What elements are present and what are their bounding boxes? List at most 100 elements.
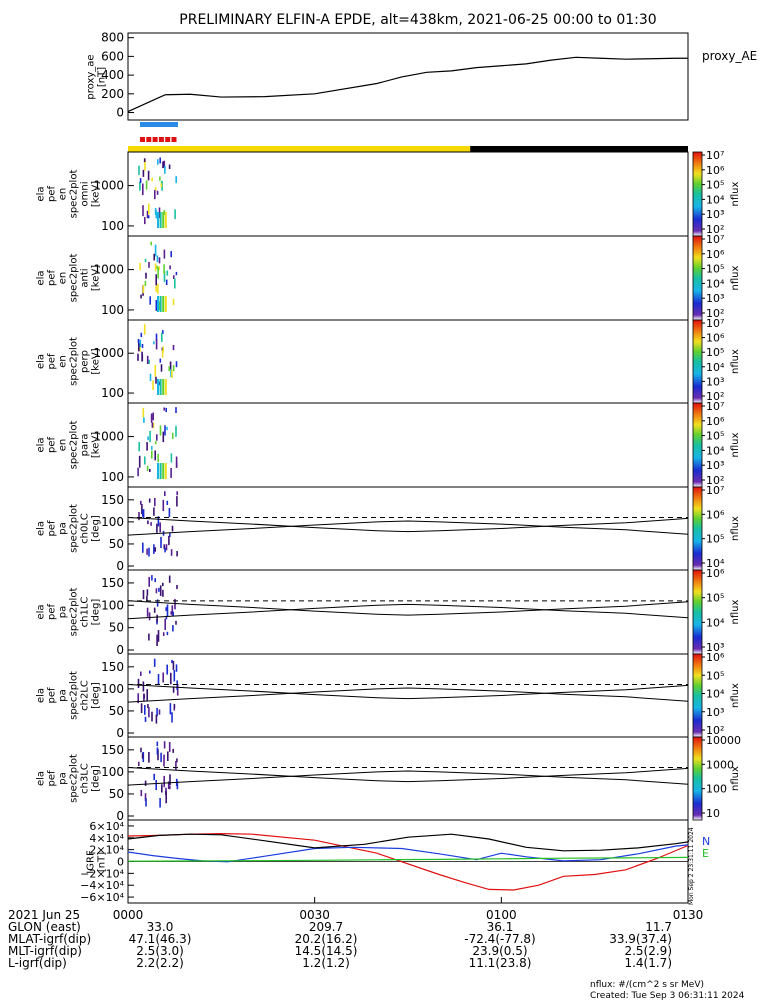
ephem-value: 11.1(23.8): [469, 956, 532, 970]
panel-ch3LC-ylabel-line: pef: [47, 770, 58, 787]
panel-ch2LC-ylabel-line: pa: [58, 689, 69, 701]
panel-ch0LC-cbar-tick-label: 10⁴: [706, 557, 725, 570]
panel-para-cbar-label: nflux: [730, 432, 741, 457]
ae-ylabel-line: [nT]: [97, 67, 108, 87]
panel-ch0LC-colorbar: [692, 486, 703, 571]
ephem-value: 1.4(1.7): [624, 956, 672, 970]
panel-anti-ylabel: elapefenspec2plotanti[keV]: [36, 254, 102, 303]
panel-para-frame: [127, 402, 689, 488]
footer-vertical-stamp: Mon Sep 2 23:31:11 2024: [688, 827, 695, 905]
panel-anti-ylabel-line: en: [58, 272, 69, 285]
panel-ch0LC-ytick-label: 0: [116, 559, 124, 573]
panel-ch3LC-ytick-label: 50: [109, 787, 124, 801]
panel-perp-ylabel-line: pef: [47, 353, 58, 370]
panel-anti-cbar-tick-label: 10⁵: [706, 263, 724, 276]
panel-para-colorbar: [692, 402, 703, 488]
ae-legend-label: proxy_AE: [702, 49, 757, 63]
anti-loss-cone-line: [127, 517, 689, 533]
panel-anti-cbar-tick-label: 10⁷: [706, 233, 724, 246]
igrf-ylabel-line: IGRF: [86, 850, 97, 874]
flux-bright-column: [162, 463, 165, 479]
igrf-series-line: [127, 833, 689, 852]
time-tick-label: 0030: [299, 908, 330, 922]
ephem-value: 33.9(37.4): [609, 932, 672, 946]
panel-ch1LC-ylabel-line: [deg]: [91, 599, 102, 626]
flux-bright-column: [164, 379, 167, 395]
panel-omni-colorbar: [692, 151, 703, 237]
panel-ch3LC-ylabel-line: [deg]: [91, 765, 102, 792]
panel-ch3LC-ytick-label: 150: [101, 743, 124, 757]
panel-anti-ytick-label: 100: [101, 303, 124, 317]
igrf-ytick-label: −2×10⁴: [80, 867, 124, 880]
flux-bright-column: [159, 212, 162, 228]
loss-cone-line: [127, 770, 689, 786]
panel-para-ylabel-line: para: [80, 434, 91, 457]
ephem-row-label: MLAT-igrf(dip): [8, 932, 91, 946]
panel-omni-cbar-label: nflux: [730, 181, 741, 206]
panel-ch2LC-ylabel-line: [deg]: [91, 682, 102, 709]
status-bars: [128, 122, 688, 152]
panel-ch1LC-ytick-label: 150: [101, 576, 124, 590]
panel-ch2LC-ylabel-line: ch2LC: [80, 680, 91, 711]
panel-ch3LC-cbar-tick-label: 1000: [706, 758, 734, 771]
igrf-legend-e: E: [702, 847, 709, 860]
panel-ch0LC-cbar-label: nflux: [730, 516, 741, 541]
panel-ch0LC-ylabel-line: ch0LC: [80, 513, 91, 544]
panel-para-cbar-tick-label: 10²: [706, 474, 724, 487]
panel-anti-ylabel-line: [keV]: [91, 265, 102, 291]
panel-ch1LC-cbar-tick-label: 10³: [706, 641, 724, 654]
flux-bright-column: [157, 212, 159, 228]
panel-perp-frame: [127, 319, 689, 404]
panel-ch2LC-ytick-label: 50: [109, 704, 124, 718]
panel-anti-flux-streaks: [139, 241, 178, 312]
panel-perp-ylabel-line: [keV]: [91, 348, 102, 374]
panel-omni-frame: [127, 151, 689, 237]
red-marker-segment: [158, 137, 164, 142]
ae-ytick-label: 0: [116, 106, 124, 120]
panel-ch1LC-ylabel-line: ela: [36, 604, 47, 619]
panel-ch0LC-cbar-tick-label: 10⁷: [706, 484, 724, 497]
panel-ch3LC-cbar-tick-label: 100: [706, 783, 727, 796]
panel-ch2LC-ylabel-line: pef: [47, 687, 58, 704]
panel-para-cbar-tick-label: 10⁵: [706, 430, 724, 443]
ephem-value: 20.2(16.2): [295, 932, 358, 946]
panel-perp-flux-streaks: [137, 324, 178, 395]
panel-ch2LC-ylabel-line: spec2plot: [69, 671, 80, 720]
flux-bright-column: [162, 379, 165, 395]
panel-ch0LC-ytick-label: 150: [101, 493, 124, 507]
panel-ch1LC-ylabel: elapefpaspec2plotch1LC[deg]: [36, 588, 102, 637]
panel-ch3LC-ytick-label: 100: [101, 765, 124, 779]
ae-ytick-label: 600: [101, 49, 124, 63]
panel-ch1LC-cbar-tick-label: 10⁵: [706, 592, 724, 605]
flux-bright-column: [162, 212, 165, 228]
panel-anti-cbar-tick-label: 10⁶: [706, 248, 725, 261]
red-marker-segment: [165, 137, 171, 142]
panel-anti-ytick-label: 1000: [93, 263, 124, 277]
panel-anti-cbar-tick-label: 10³: [706, 292, 724, 305]
igrf-ylabel-line: [nT]: [97, 852, 108, 872]
anti-loss-cone-line: [127, 684, 689, 700]
panel-ch0LC-ytick-label: 50: [109, 537, 124, 551]
panel-para-ylabel: elapefenspec2plotpara[keV]: [36, 421, 102, 470]
panel-ch0LC-ylabel-line: ela: [36, 521, 47, 536]
footer-units: nflux: #/(cm^2 s sr MeV): [590, 980, 704, 990]
panel-ch0LC-cbar-tick-label: 10⁶: [706, 508, 725, 521]
igrf-ylabel: IGRF[nT]: [86, 850, 108, 874]
panel-ch1LC-cbar-tick-label: 10⁶: [706, 567, 725, 580]
time-axis: 0000 0030 0100 0130 2021 Jun 25: [8, 897, 703, 922]
panel-omni-cbar-tick-label: 10³: [706, 208, 724, 221]
panel-ch2LC-ylabel-line: ela: [36, 688, 47, 703]
panel-omni-ylabel: elapefenspec2plotomni[keV]: [36, 170, 102, 219]
panel-perp-cbar-tick-label: 10⁶: [706, 332, 725, 345]
panel-ch0LC-cbar-tick-label: 10⁵: [706, 533, 724, 546]
panel-para-ytick-label: 1000: [93, 430, 124, 444]
panel-perp-cbar-tick-label: 10⁷: [706, 317, 724, 330]
panel-perp-cbar-tick-label: 10²: [706, 390, 724, 403]
panel-ch2LC-ytick-label: 150: [101, 660, 124, 674]
night-bar-black: [470, 146, 688, 152]
panel-ch2LC-cbar-tick-label: 10⁴: [706, 688, 725, 701]
panel-ch3LC-ylabel-line: spec2plot: [69, 754, 80, 803]
igrf-series-line: [127, 832, 689, 891]
panel-ch1LC-ylabel-line: pa: [58, 606, 69, 618]
